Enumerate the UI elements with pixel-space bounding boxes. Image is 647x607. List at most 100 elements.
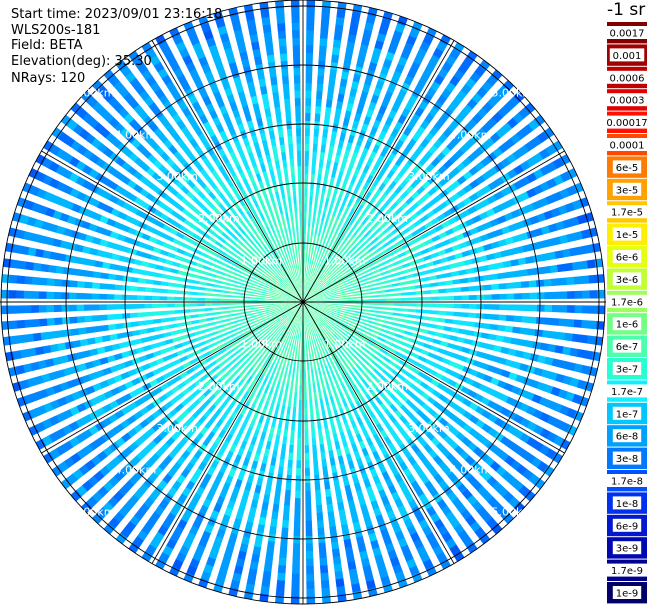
ray-gate-cell <box>323 374 328 383</box>
ray-gate-cell <box>309 264 313 273</box>
ray-gate-cell <box>158 429 168 440</box>
ray-gate-cell <box>461 250 471 258</box>
ray-gate-cell <box>176 119 186 130</box>
ray-gate-cell <box>504 359 515 368</box>
ray-gate-cell <box>234 479 243 489</box>
ray-gate-cell <box>272 231 278 240</box>
ray-gate-cell <box>427 352 437 359</box>
ray-gate-cell <box>447 216 458 225</box>
ray-gate-cell <box>172 375 182 383</box>
ray-gate-cell <box>42 402 54 413</box>
ray-gate-cell <box>390 321 400 327</box>
ray-gate-cell <box>214 279 223 284</box>
ray-gate-cell <box>122 393 132 403</box>
ray-gate-cell <box>188 525 199 536</box>
ray-gate-cell <box>180 512 191 524</box>
ray-gate-cell <box>208 44 219 55</box>
ray-gate-cell <box>242 231 250 240</box>
ray-gate-cell <box>262 494 270 504</box>
ray-gate-cell <box>162 242 172 249</box>
ray-gate-cell <box>346 288 356 293</box>
ray-gate-cell <box>152 350 162 358</box>
ray-gate-cell <box>410 480 421 491</box>
ray-gate-cell <box>451 270 460 277</box>
ray-gate-cell <box>267 161 274 171</box>
ray-gate-cell <box>323 263 330 272</box>
range-ring-label: 2.00km <box>366 212 408 225</box>
ray-gate-cell <box>168 275 178 281</box>
ray-gate-cell <box>255 172 262 182</box>
ray-gate-cell <box>143 295 153 301</box>
ray-gate-cell <box>280 60 288 69</box>
ray-gate-cell <box>277 272 284 280</box>
ray-gate-cell <box>401 107 411 118</box>
ray-gate-cell <box>304 203 307 212</box>
ray-gate-cell <box>274 191 280 200</box>
ray-gate-cell <box>113 353 123 361</box>
ray-gate-cell <box>341 415 348 425</box>
ray-gate-cell <box>407 474 417 485</box>
ray-gate-cell <box>348 340 356 348</box>
ray-gate-cell <box>421 180 432 190</box>
ray-gate-cell <box>362 347 370 354</box>
ray-gate-cell <box>282 220 287 229</box>
ray-gate-cell <box>262 424 269 434</box>
ray-gate-cell <box>208 549 219 560</box>
ray-gate-cell <box>339 516 348 526</box>
ray-gate-cell <box>286 406 291 415</box>
ray-gate-cell <box>395 351 404 358</box>
ray-gate-cell <box>536 279 545 287</box>
ray-gate-cell <box>103 251 113 259</box>
ray-gate-cell <box>328 76 336 86</box>
ray-gate-cell <box>107 180 118 191</box>
ray-gate-cell <box>181 173 191 184</box>
ray-gate-cell <box>137 277 147 284</box>
ray-gate-cell <box>286 376 291 385</box>
ray-gate-cell <box>352 394 359 403</box>
colorbar-tick-label: 1.7e-8 <box>611 477 643 488</box>
ray-gate-cell <box>22 230 33 241</box>
ray-gate-cell <box>281 520 289 529</box>
ray-gate-cell <box>266 394 272 403</box>
ray-gate-cell <box>399 383 408 393</box>
ray-gate-cell <box>53 317 63 326</box>
ray-gate-cell <box>303 324 305 333</box>
ray-gate-cell <box>276 230 282 239</box>
ray-gate-cell <box>145 352 155 360</box>
ray-gate-cell <box>401 303 410 307</box>
ray-gate-cell <box>348 158 356 168</box>
ray-gate-cell <box>325 238 331 247</box>
ray-gate-cell <box>228 223 237 232</box>
ray-gate-cell <box>346 41 355 51</box>
ray-gate-cell <box>308 264 311 273</box>
ray-gate-cell <box>219 130 228 140</box>
ray-gate-cell <box>385 542 395 553</box>
ray-gate-cell <box>159 212 170 222</box>
ray-gate-cell <box>308 307 315 313</box>
ray-gate-cell <box>386 262 395 269</box>
ray-gate-cell <box>321 7 331 17</box>
ray-gate-cell <box>312 150 318 160</box>
ray-gate-cell <box>267 286 276 291</box>
ray-gate-cell <box>145 179 155 190</box>
ray-gate-cell <box>165 437 176 447</box>
ray-gate-cell <box>206 127 216 138</box>
ray-gate-cell <box>110 387 121 396</box>
ray-gate-cell <box>152 318 162 324</box>
ray-gate-cell <box>361 122 369 133</box>
ray-gate-cell <box>347 309 356 313</box>
ray-gate-cell <box>204 338 213 345</box>
ray-gate-cell <box>401 227 411 235</box>
ray-gate-cell <box>285 383 290 392</box>
ray-gate-cell <box>264 39 274 48</box>
ray-gate-cell <box>383 356 392 364</box>
ray-gate-cell <box>497 507 510 519</box>
ray-gate-cell <box>31 276 40 286</box>
ray-gate-cell <box>314 227 318 236</box>
ray-gate-cell <box>492 204 503 214</box>
ray-gate-cell <box>280 451 286 460</box>
ray-gate-cell <box>288 204 293 213</box>
ray-gate-cell <box>180 144 191 154</box>
ray-gate-cell <box>279 542 288 552</box>
ray-gate-cell <box>310 303 319 306</box>
